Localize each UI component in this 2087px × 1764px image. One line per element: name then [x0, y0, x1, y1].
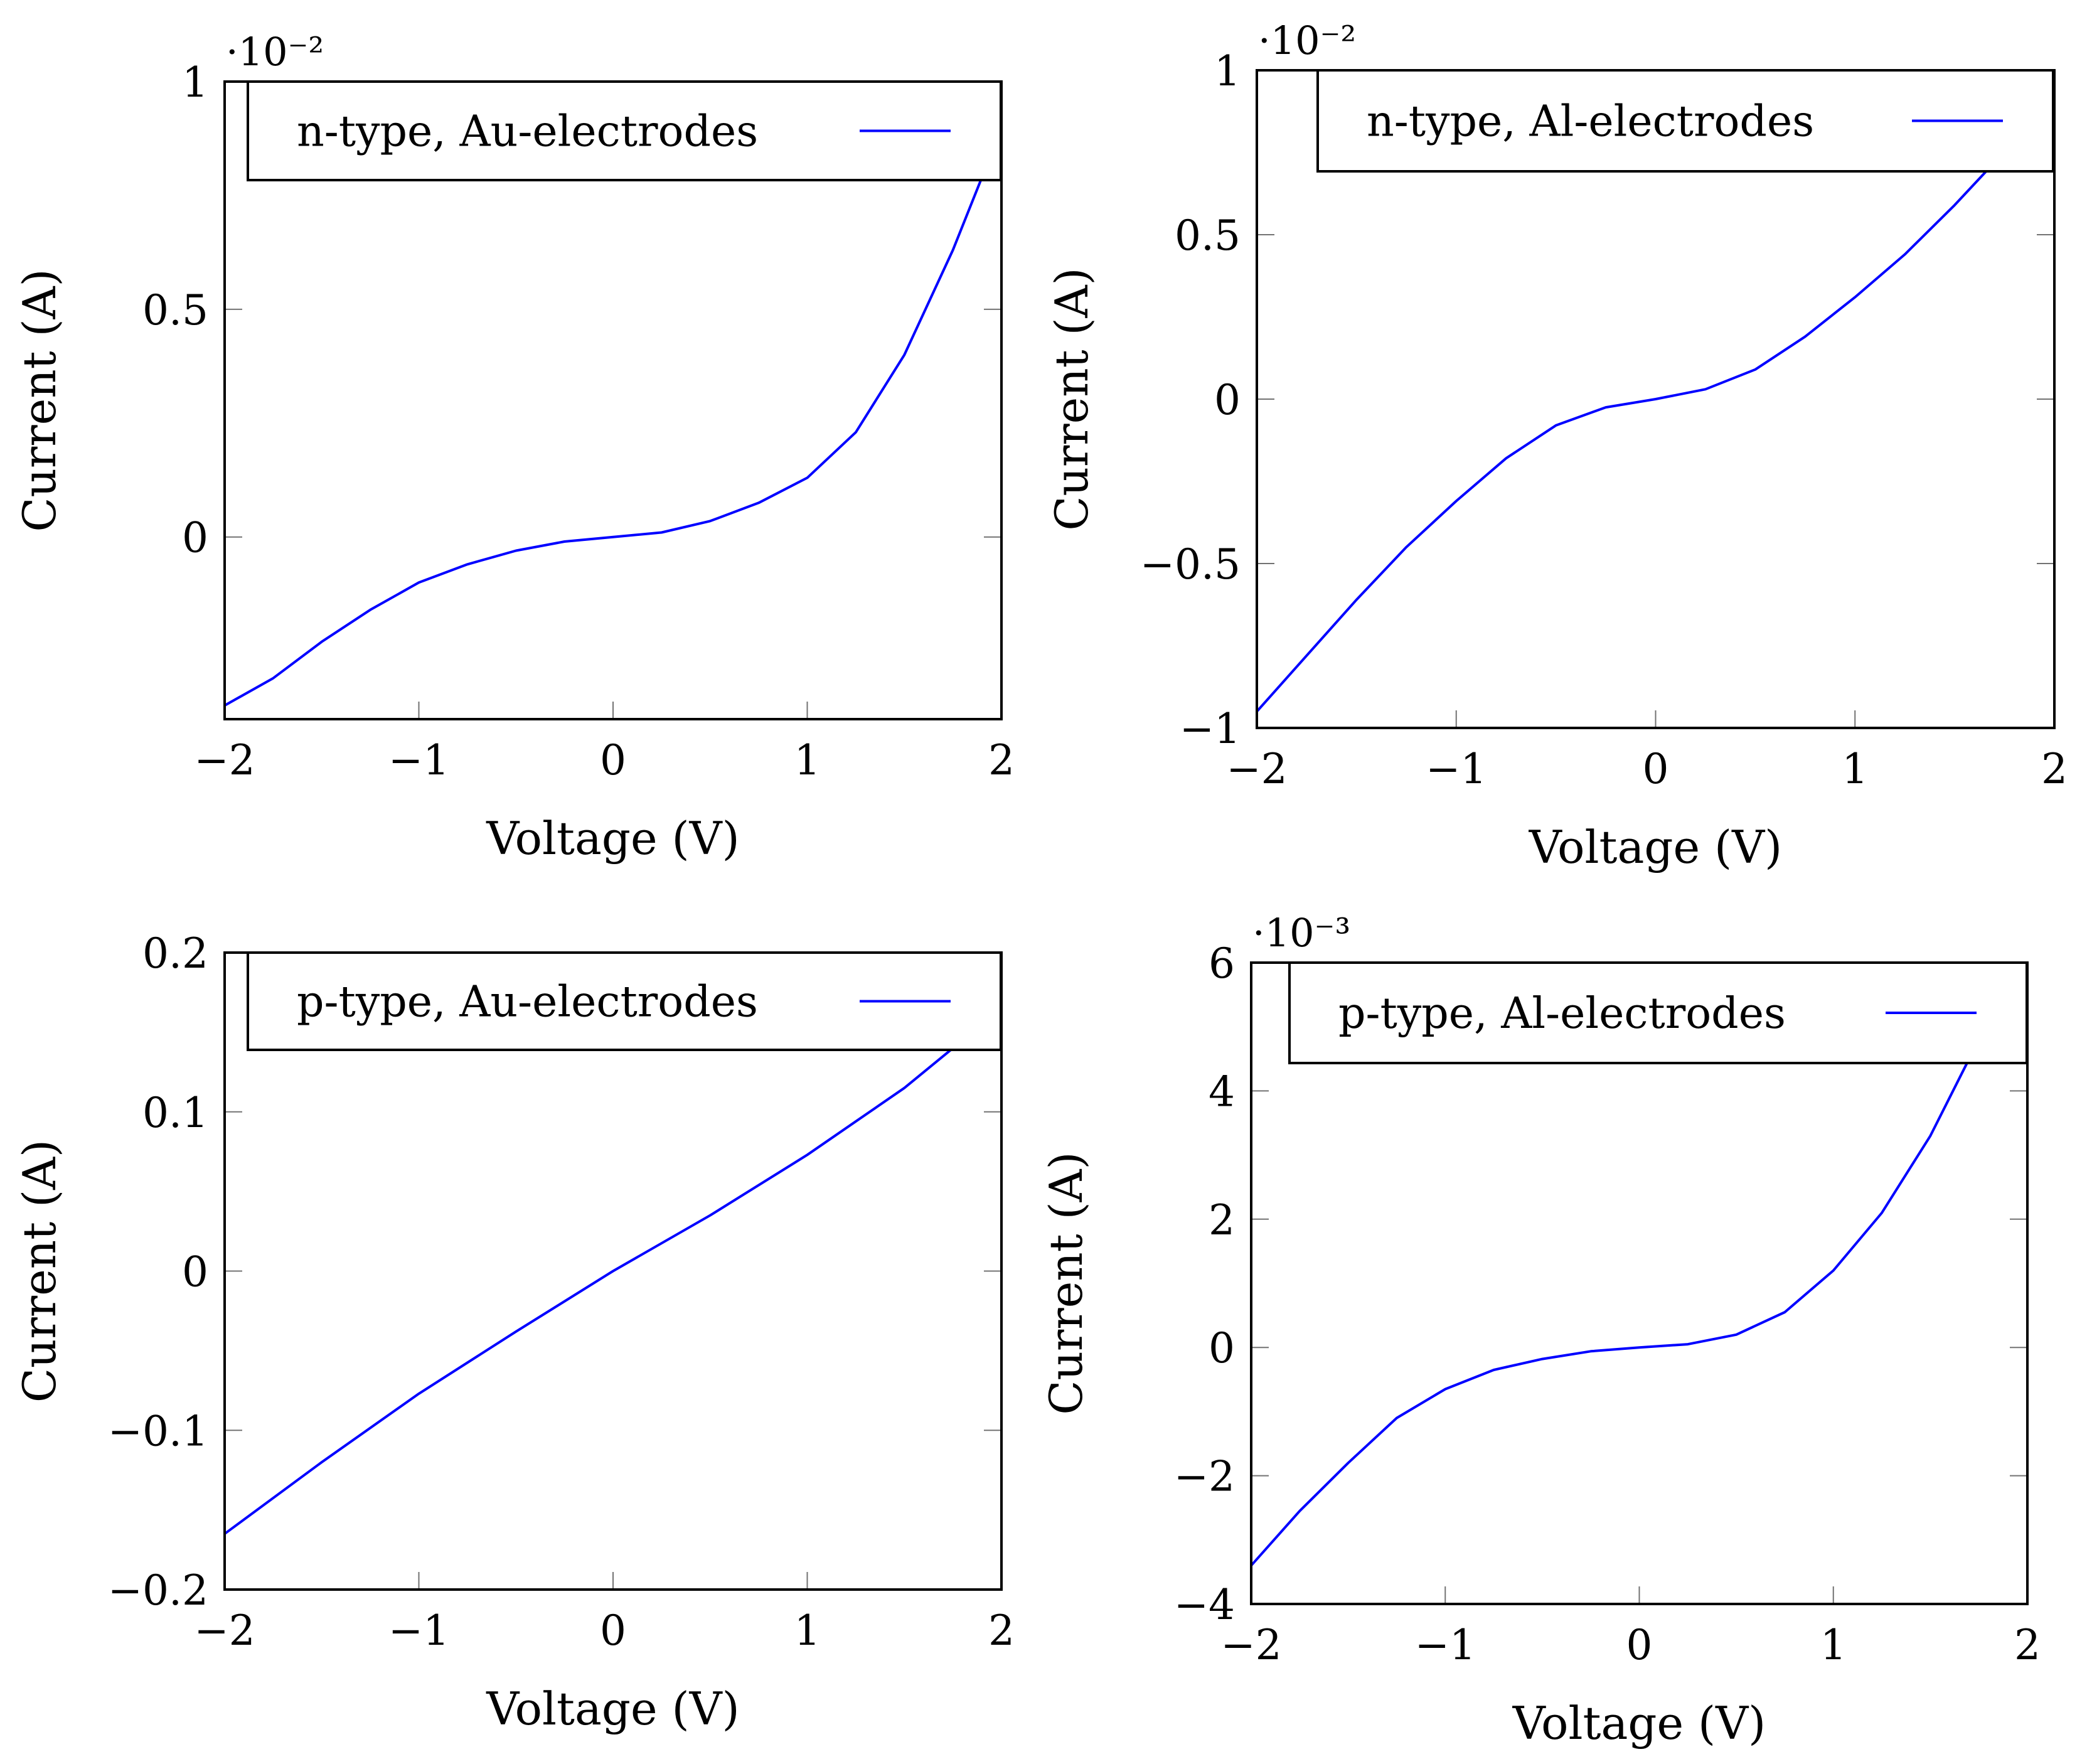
x-tick-label: −2: [194, 736, 255, 784]
y-tick-label: 0.2: [142, 929, 208, 978]
y-tick-label: 1: [1214, 47, 1241, 95]
legend: n-type, Au-electrodes: [247, 80, 1002, 181]
x-tick-label: 1: [1842, 745, 1868, 793]
x-tick-label: 1: [1820, 1621, 1847, 1669]
x-axis-label: Voltage (V): [1529, 821, 1782, 874]
y-tick-label: −0.5: [1140, 540, 1241, 589]
x-axis-label: Voltage (V): [486, 1682, 739, 1735]
y-tick-label: 6: [1209, 939, 1235, 988]
x-tick-label: −1: [1426, 745, 1487, 793]
x-tick-label: 0: [600, 736, 626, 784]
plot-panel-n-au: −2 −1 0 1 2 0 0.5 1 n-type, Au-electrodes ·10⁻² Vo…: [13, 29, 1015, 865]
y-scale-exponent: ·10⁻²: [226, 29, 324, 75]
y-tick-label: 2: [1209, 1196, 1235, 1244]
y-tick-label: −0.1: [108, 1407, 208, 1455]
y-tick-label: −0.2: [108, 1566, 208, 1615]
x-tick-label: 2: [2014, 1621, 2041, 1669]
series-line-n-au: [225, 176, 983, 707]
x-tick-label: −2: [194, 1606, 255, 1655]
y-tick-label: −4: [1174, 1581, 1235, 1629]
y-tick-label: 0: [182, 1248, 208, 1296]
y-tick-label: 0: [182, 514, 208, 562]
series-line-p-au: [225, 1047, 954, 1535]
x-tick-label: 2: [988, 1606, 1015, 1655]
series-line-n-al: [1257, 161, 1996, 713]
x-tick-label: −2: [1220, 1621, 1281, 1669]
y-tick-label: 0.5: [142, 286, 208, 334]
legend: p-type, Au-electrodes: [247, 951, 1002, 1051]
legend-label: p-type, Al-electrodes: [1338, 989, 1786, 1039]
x-tick-label: −2: [1226, 745, 1287, 793]
x-tick-label: −1: [388, 736, 449, 784]
y-axis-label: Current (A): [1045, 267, 1098, 530]
x-tick-label: 0: [1626, 1621, 1653, 1669]
y-tick-label: 1: [182, 58, 208, 107]
series-line-p-al: [1251, 1058, 1970, 1567]
y-tick-label: 4: [1209, 1067, 1235, 1116]
y-tick-label: 0.1: [142, 1089, 208, 1137]
x-tick-label: −1: [388, 1606, 449, 1655]
y-tick-label: −1: [1180, 705, 1241, 753]
y-tick-label: 0: [1209, 1324, 1235, 1372]
y-scale-exponent: ·10⁻²: [1258, 18, 1356, 63]
x-axis-label: Voltage (V): [486, 812, 739, 865]
y-axis-label: Current (A): [13, 1140, 66, 1403]
x-tick-label: 0: [1643, 745, 1669, 793]
y-axis-label: Current (A): [13, 269, 66, 532]
y-tick-label: 0: [1214, 376, 1241, 424]
plot-panel-n-al: −2 −1 0 1 2−1−0.500.51n-type, Al-electrodes·…: [1045, 18, 2068, 874]
y-tick-label: 0.5: [1175, 211, 1241, 260]
x-tick-label: 1: [794, 736, 821, 784]
x-tick-label: 0: [600, 1606, 626, 1655]
x-tick-label: 1: [794, 1606, 821, 1655]
legend: p-type, Al-electrodes: [1288, 961, 2028, 1064]
legend-label: n-type, Au-electrodes: [297, 107, 758, 157]
x-tick-label: 2: [988, 736, 1015, 784]
legend-label: n-type, Al-electrodes: [1367, 97, 1814, 147]
y-axis-label: Current (A): [1040, 1152, 1092, 1414]
legend: n-type, Al-electrodes: [1316, 69, 2054, 173]
x-tick-label: 2: [2041, 745, 2068, 793]
y-tick-label: −2: [1174, 1453, 1235, 1501]
x-axis-label: Voltage (V): [1512, 1697, 1766, 1750]
legend-label: p-type, Au-electrodes: [297, 978, 758, 1027]
plot-panel-p-au: −2 −1 0 1 2 −0.2 −0.1 0 0.1 0.2 p-type, Au-electro…: [13, 929, 1015, 1735]
y-scale-exponent: ·10⁻³: [1252, 910, 1350, 956]
x-tick-label: −1: [1415, 1621, 1476, 1669]
